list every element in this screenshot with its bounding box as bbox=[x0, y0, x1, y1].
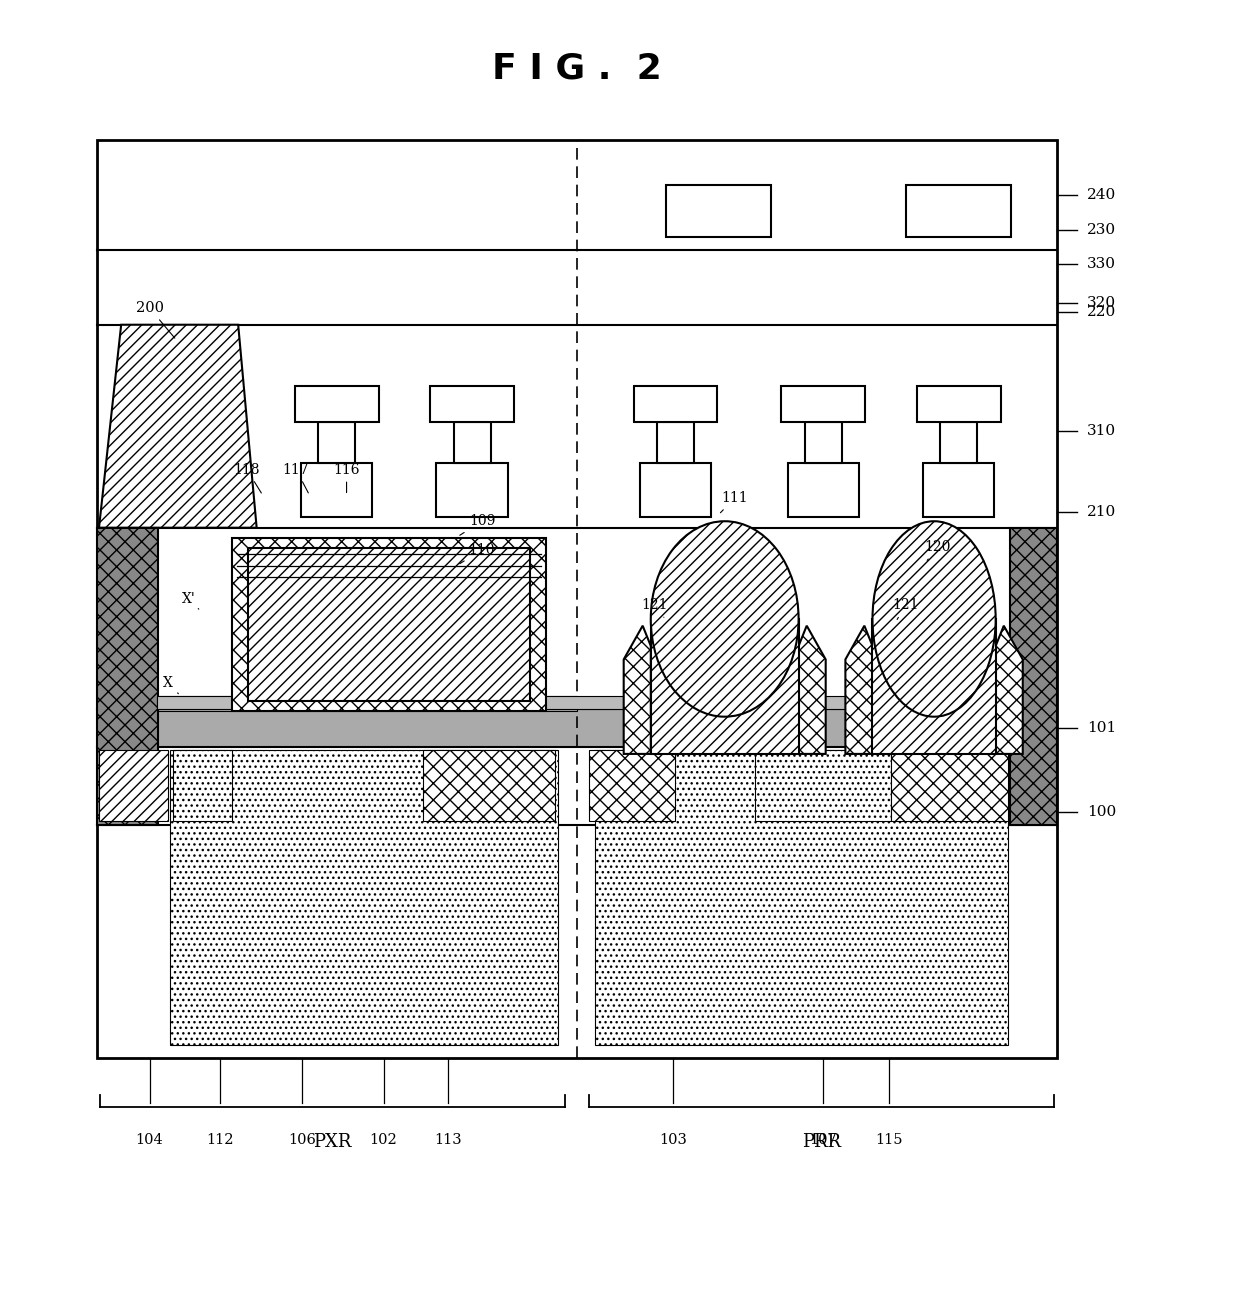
Text: 230: 230 bbox=[1086, 224, 1116, 237]
Text: 106: 106 bbox=[288, 1133, 316, 1146]
Text: PXR: PXR bbox=[314, 1133, 352, 1150]
Text: 115: 115 bbox=[874, 1133, 903, 1146]
Bar bbox=[634, 385, 717, 422]
Bar bbox=[657, 422, 694, 463]
Text: F I G .  2: F I G . 2 bbox=[492, 52, 662, 86]
Bar bbox=[301, 463, 372, 518]
Text: 104: 104 bbox=[135, 1133, 164, 1146]
Text: PRR: PRR bbox=[802, 1133, 841, 1150]
Polygon shape bbox=[99, 325, 257, 528]
Polygon shape bbox=[996, 626, 1023, 753]
Bar bbox=[436, 463, 508, 518]
Text: X: X bbox=[162, 675, 179, 693]
Bar bbox=[248, 548, 529, 701]
Bar bbox=[640, 463, 712, 518]
Bar bbox=[651, 619, 799, 753]
Text: 103: 103 bbox=[658, 1133, 687, 1146]
Text: 113: 113 bbox=[434, 1133, 461, 1146]
Text: 118: 118 bbox=[233, 463, 262, 493]
Ellipse shape bbox=[873, 522, 996, 717]
Text: 310: 310 bbox=[1086, 424, 1116, 437]
Bar bbox=[97, 141, 1058, 1058]
Text: 240: 240 bbox=[1086, 187, 1116, 202]
Bar bbox=[873, 619, 996, 753]
Bar bbox=[295, 385, 378, 422]
Text: 320: 320 bbox=[1086, 295, 1116, 310]
Bar bbox=[232, 539, 546, 712]
Bar bbox=[454, 422, 491, 463]
Text: 210: 210 bbox=[1086, 505, 1116, 519]
Bar bbox=[940, 422, 977, 463]
Text: 121: 121 bbox=[893, 598, 919, 619]
Text: 220: 220 bbox=[1086, 304, 1116, 319]
Bar bbox=[787, 463, 859, 518]
Text: 102: 102 bbox=[370, 1133, 397, 1146]
Bar bbox=[755, 751, 892, 821]
Bar bbox=[99, 751, 167, 821]
Text: X': X' bbox=[182, 592, 198, 609]
Bar bbox=[781, 385, 866, 422]
Text: 120: 120 bbox=[925, 540, 951, 561]
Polygon shape bbox=[846, 626, 873, 753]
Text: 107: 107 bbox=[810, 1133, 837, 1146]
Text: 116: 116 bbox=[334, 463, 360, 493]
Bar bbox=[666, 185, 771, 237]
Bar bbox=[892, 751, 1008, 821]
Text: 109: 109 bbox=[460, 514, 495, 535]
Bar bbox=[97, 709, 1058, 748]
Text: 112: 112 bbox=[206, 1133, 233, 1146]
Bar bbox=[430, 385, 515, 422]
Bar bbox=[159, 696, 577, 712]
Bar bbox=[923, 463, 994, 518]
Bar bbox=[906, 185, 1011, 237]
Text: 101: 101 bbox=[1086, 721, 1116, 735]
Polygon shape bbox=[799, 626, 826, 753]
Bar bbox=[172, 751, 232, 821]
Bar bbox=[805, 422, 842, 463]
Text: 117: 117 bbox=[283, 463, 310, 493]
Bar bbox=[589, 751, 676, 821]
Bar bbox=[423, 751, 554, 821]
Bar bbox=[916, 385, 1001, 422]
Bar bbox=[170, 751, 558, 1045]
Text: 100: 100 bbox=[1086, 805, 1116, 820]
Text: 111: 111 bbox=[720, 490, 748, 513]
Bar bbox=[319, 422, 355, 463]
Bar bbox=[1011, 528, 1058, 825]
Text: 330: 330 bbox=[1086, 258, 1116, 271]
Text: 110: 110 bbox=[460, 543, 495, 563]
Bar bbox=[595, 751, 1008, 1045]
Ellipse shape bbox=[651, 522, 799, 717]
Text: 200: 200 bbox=[135, 301, 175, 338]
Polygon shape bbox=[624, 626, 651, 753]
Bar bbox=[97, 528, 159, 825]
Bar bbox=[157, 696, 1012, 709]
Text: 121: 121 bbox=[641, 598, 667, 617]
